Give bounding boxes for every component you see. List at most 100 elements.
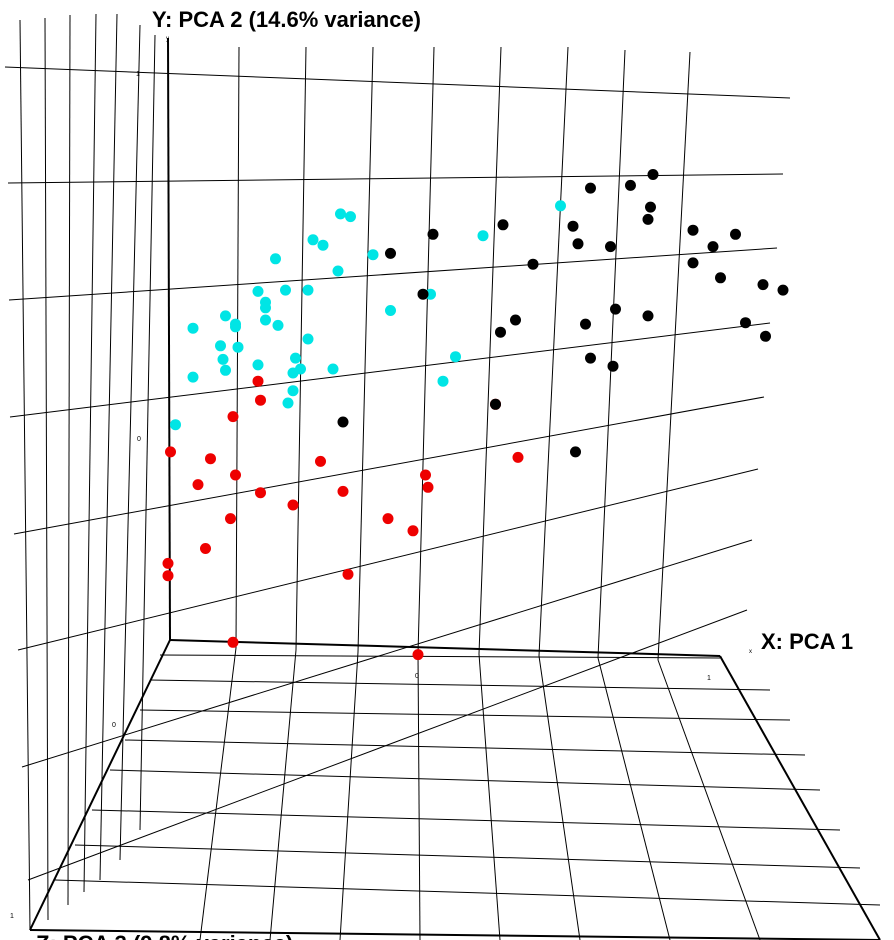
black-data-point [707,241,719,253]
back-wall-horizontal-gridline [27,609,748,881]
cyan-data-point [252,359,264,371]
black-data-point [527,258,539,270]
floor-horizontal-gridline [124,739,806,756]
floor-depth-gridline [199,647,237,940]
black-data-point [580,318,591,330]
cyan-data-point [232,341,244,353]
cyan-data-point [302,284,314,296]
black-data-point [757,279,769,291]
back-wall-vertical-gridline [295,46,307,651]
side-wall-vertical-gridline [44,17,49,921]
cyan-data-point [272,319,284,331]
floor-depth-gridline [538,655,581,940]
cyan-data-point [220,364,231,376]
back-wall-horizontal-gridline [8,247,778,301]
floor-horizontal-gridline [149,679,771,691]
y-tick-zero: 0 [137,436,141,443]
black-data-point [730,228,741,240]
red-data-point [287,499,299,511]
floor-horizontal-gridline [91,809,841,831]
black-data-point [740,317,751,329]
cyan-data-point [282,397,294,409]
black-data-point [585,352,596,364]
cyan-data-point [317,239,329,251]
cyan-data-point [287,385,299,397]
black-data-point [687,257,699,269]
cyan-data-point [302,333,314,345]
back-wall-horizontal-gridline [21,539,753,768]
y-axis-line [167,37,171,641]
back-wall-horizontal-gridline [7,173,784,184]
black-data-point [585,182,596,194]
black-data-point [645,201,656,213]
cyan-data-point [187,322,199,334]
red-data-point [337,485,349,497]
z-tick-zero: 0 [112,722,116,729]
cyan-data-point [335,208,346,220]
z-axis-title: Z: PCA 3 (9.8% variance) [36,931,293,940]
back-wall-vertical-gridline [478,46,502,655]
black-data-point [607,360,619,372]
back-wall-horizontal-gridline [17,468,759,651]
floor-depth-gridline [657,659,761,940]
data-points [162,169,789,661]
black-data-point [385,247,396,259]
axis-text: Y: PCA 2 (14.6% variance) X: PCA 1 Z: PC… [10,7,853,940]
red-data-point [342,568,354,580]
y-axis-title: Y: PCA 2 (14.6% variance) [152,7,421,32]
x-tick-one: 1 [707,675,711,682]
floor-horizontal-gridline [74,844,861,869]
back-wall-horizontal-gridline [4,66,791,99]
cyan-data-point [220,310,231,322]
cyan-data-point [332,265,344,277]
red-data-point [225,513,236,525]
cyan-data-point [230,321,241,333]
axes [29,37,881,940]
cyan-data-point [217,353,229,365]
red-data-point [200,543,211,554]
cyan-data-point [215,340,226,352]
black-data-point [642,310,654,322]
floor-right-edge [719,655,881,940]
floor-depth-gridline [269,649,297,940]
x-tick-zero: 0 [415,673,419,680]
side-wall-vertical-gridline [139,34,156,831]
red-data-point [227,411,239,423]
black-data-point [417,288,429,300]
x-axis-letter: x [749,649,752,655]
y-axis-letter: y [166,36,169,42]
red-data-point [512,451,524,463]
back-wall-vertical-gridline [538,46,569,657]
floor-depth-gridline [339,651,359,940]
y-tick-one: 1 [136,71,140,78]
black-data-point [760,330,771,342]
back-wall-vertical-gridline [417,46,435,655]
black-data-point [337,416,349,428]
z-tick-one: 1 [10,913,14,920]
black-data-point [510,314,521,326]
cyan-data-point [290,352,301,364]
cyan-data-point [385,305,396,316]
back-wall-horizontal-gridline [13,396,765,535]
cyan-data-point [327,363,339,375]
x-axis-line [169,639,721,657]
red-data-point [420,469,431,481]
black-data-point [642,213,654,225]
floor-horizontal-gridline [109,769,821,791]
x-axis-title: X: PCA 1 [761,629,853,654]
black-data-point [610,303,621,315]
grid-lines [4,13,881,940]
red-data-point [162,570,174,582]
back-wall-vertical-gridline [657,51,691,661]
side-wall-vertical-gridline [119,24,141,861]
back-wall-vertical-gridline [357,46,374,653]
cyan-data-point [295,363,306,375]
cyan-data-point [270,253,281,265]
red-floor-projection-data-point [412,649,424,661]
black-data-point [687,224,699,236]
cyan-data-point [367,249,379,261]
back-wall-horizontal-gridline [9,322,771,418]
floor-depth-gridline [417,653,421,940]
red-data-point [230,469,241,481]
cyan-data-point [252,285,264,297]
